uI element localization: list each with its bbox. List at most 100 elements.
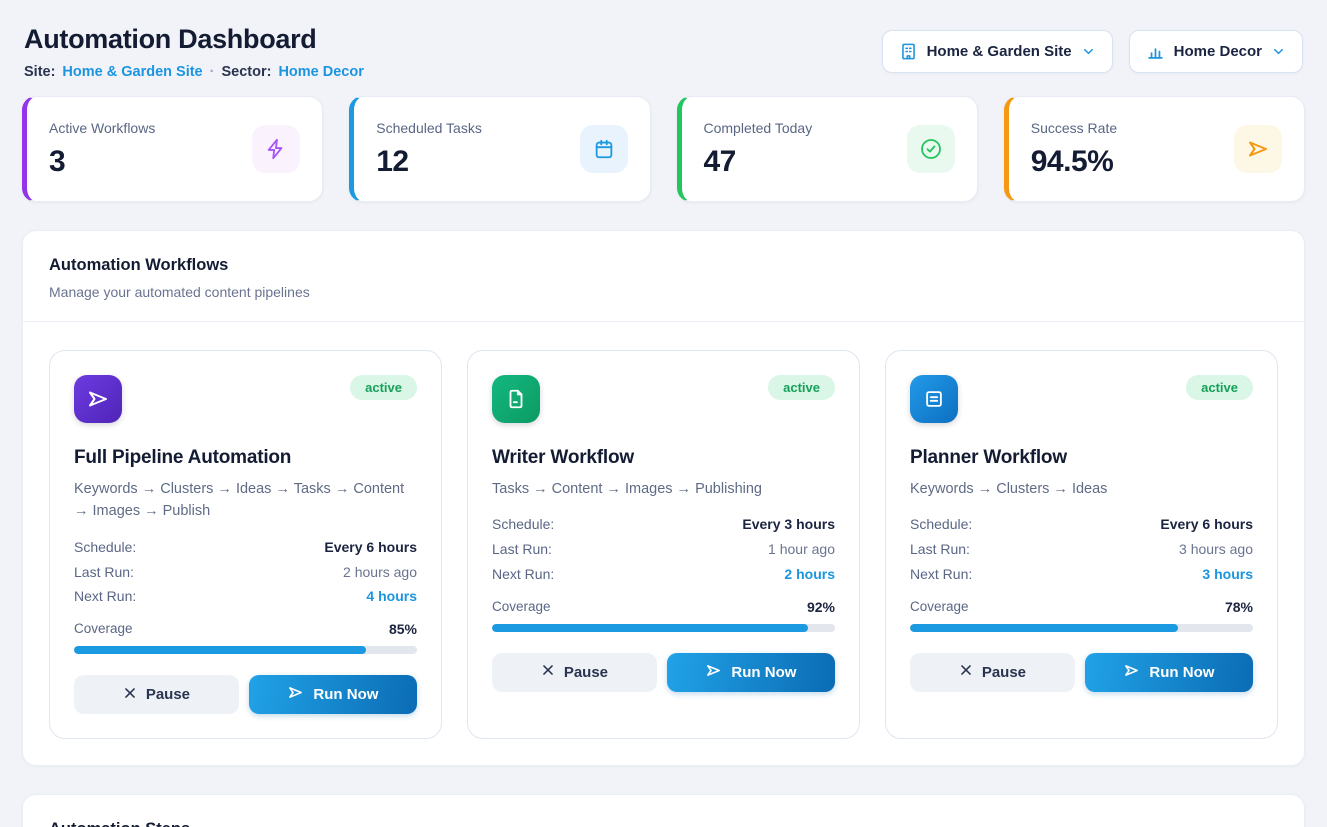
last-run-value: 1 hour ago [768, 541, 835, 558]
next-run-row: Next Run: 2 hours [492, 565, 835, 582]
schedule-row: Schedule: Every 3 hours [492, 516, 835, 533]
automation-workflows-section: Automation Workflows Manage your automat… [22, 230, 1305, 766]
stat-value: 94.5% [1030, 144, 1114, 178]
stats-row: Active Workflows 3 Scheduled Tasks 12 Co… [22, 96, 1305, 202]
coverage-progress-fill [74, 646, 366, 654]
section-title: Automation Steps [49, 820, 1278, 827]
pause-button[interactable]: Pause [492, 652, 657, 692]
header-selectors: Home & Garden Site Home Decor [881, 30, 1303, 73]
section-title: Automation Workflows [49, 256, 229, 274]
status-badge: active [1186, 375, 1253, 400]
page-title: Automation Dashboard [24, 24, 317, 54]
stat-info: Active Workflows 3 [49, 120, 155, 179]
stat-value: 12 [376, 144, 409, 178]
workflow-card-top: active [910, 375, 1253, 423]
next-run-row: Next Run: 3 hours [910, 565, 1253, 582]
send-icon [1234, 125, 1282, 173]
coverage-block: Coverage 92% [492, 599, 835, 632]
stat-info: Success Rate 94.5% [1031, 120, 1117, 179]
status-badge: active [350, 375, 417, 400]
site-selector-label: Home & Garden Site [926, 43, 1072, 60]
x-icon [959, 663, 973, 681]
workflow-card-top: active [74, 375, 417, 423]
stat-label: Completed Today [703, 119, 813, 136]
workflow-card-writer: active Writer Workflow Tasks → Content →… [467, 350, 860, 739]
zap-icon [252, 125, 301, 173]
document-icon [492, 375, 540, 423]
send-icon [1123, 662, 1140, 683]
workflow-title: Planner Workflow [910, 447, 1067, 468]
section-header: Automation Workflows Manage your automat… [23, 231, 1304, 322]
x-icon [541, 663, 555, 681]
last-run-value: 2 hours ago [343, 563, 417, 580]
coverage-progressbar [74, 646, 417, 654]
header-titles: Automation Dashboard Site: Home & Garden… [24, 24, 364, 80]
stat-card-completed-today: Completed Today 47 [676, 96, 978, 202]
check-circle-icon [906, 125, 955, 173]
sector-selector-dropdown[interactable]: Home Decor [1128, 30, 1303, 73]
coverage-block: Coverage 85% [74, 621, 417, 654]
sector-label: Sector: [221, 64, 272, 80]
last-run-value: 3 hours ago [1179, 541, 1253, 558]
pause-button[interactable]: Pause [74, 675, 239, 714]
coverage-value: 85% [388, 621, 417, 637]
coverage-label: Coverage [74, 621, 133, 636]
site-selector-dropdown[interactable]: Home & Garden Site [881, 30, 1113, 73]
run-now-button[interactable]: Run Now [248, 675, 417, 714]
chevron-down-icon [1271, 44, 1286, 59]
coverage-progressbar [910, 623, 1253, 632]
workflow-pipeline: Keywords → Clusters → Ideas [910, 481, 1108, 497]
coverage-value: 92% [806, 598, 835, 615]
pause-button[interactable]: Pause [910, 652, 1075, 692]
site-label: Site: [24, 64, 56, 80]
stat-card-active-workflows: Active Workflows 3 [22, 96, 324, 202]
run-now-button[interactable]: Run Now [1084, 652, 1253, 692]
stat-value: 47 [703, 144, 737, 178]
last-run-row: Last Run: 1 hour ago [492, 541, 835, 558]
sector-link[interactable]: Home Decor [278, 64, 364, 80]
workflow-grid: active Full Pipeline Automation Keywords… [49, 350, 1278, 739]
stat-card-success-rate: Success Rate 94.5% [1003, 96, 1305, 202]
list-icon [910, 375, 958, 423]
send-icon [74, 375, 122, 423]
last-run-row: Last Run: 2 hours ago [74, 563, 417, 580]
sector-selector-label: Home Decor [1173, 43, 1262, 60]
calendar-icon [579, 125, 628, 173]
workflow-title: Writer Workflow [492, 447, 634, 468]
last-run-row: Last Run: 3 hours ago [910, 541, 1253, 558]
workflow-card-planner: active Planner Workflow Keywords → Clust… [885, 350, 1278, 739]
stat-value: 3 [49, 144, 66, 178]
coverage-progress-fill [910, 623, 1178, 632]
coverage-label: Coverage [492, 598, 551, 614]
workflow-meta: Schedule: Every 6 hours Last Run: 3 hour… [910, 517, 1253, 581]
workflow-card-full-pipeline: active Full Pipeline Automation Keywords… [49, 350, 442, 739]
workflow-meta: Schedule: Every 3 hours Last Run: 1 hour… [492, 517, 835, 581]
stat-card-scheduled-tasks: Scheduled Tasks 12 [349, 96, 651, 202]
workflow-meta: Schedule: Every 6 hours Last Run: 2 hour… [74, 540, 417, 604]
coverage-progressbar [492, 623, 835, 632]
x-icon [123, 686, 137, 704]
run-now-button[interactable]: Run Now [666, 652, 835, 692]
next-run-value: 3 hours [1202, 565, 1253, 582]
coverage-label: Coverage [910, 598, 969, 614]
site-link[interactable]: Home & Garden Site [62, 64, 203, 80]
schedule-value: Every 6 hours [1160, 516, 1253, 533]
schedule-value: Every 6 hours [324, 538, 417, 555]
stat-info: Completed Today 47 [704, 120, 813, 179]
schedule-row: Schedule: Every 6 hours [74, 538, 417, 555]
workflow-pipeline: Keywords → Clusters → Ideas → Tasks → Co… [74, 481, 405, 520]
bar-chart-icon [1146, 42, 1165, 61]
stat-label: Active Workflows [49, 119, 156, 136]
section-subtitle: Manage your automated content pipelines [49, 284, 310, 300]
next-run-value: 2 hours [784, 565, 835, 582]
section-body: active Full Pipeline Automation Keywords… [23, 322, 1304, 765]
workflow-card-top: active [492, 375, 835, 423]
send-icon [287, 684, 304, 705]
status-badge: active [768, 375, 835, 400]
section-header: Automation Steps Configure which steps a… [23, 795, 1304, 827]
workflow-actions: Pause Run Now [910, 652, 1253, 692]
next-run-value: 4 hours [366, 588, 417, 605]
schedule-value: Every 3 hours [742, 516, 835, 533]
schedule-row: Schedule: Every 6 hours [910, 516, 1253, 533]
workflow-actions: Pause Run Now [74, 675, 417, 714]
